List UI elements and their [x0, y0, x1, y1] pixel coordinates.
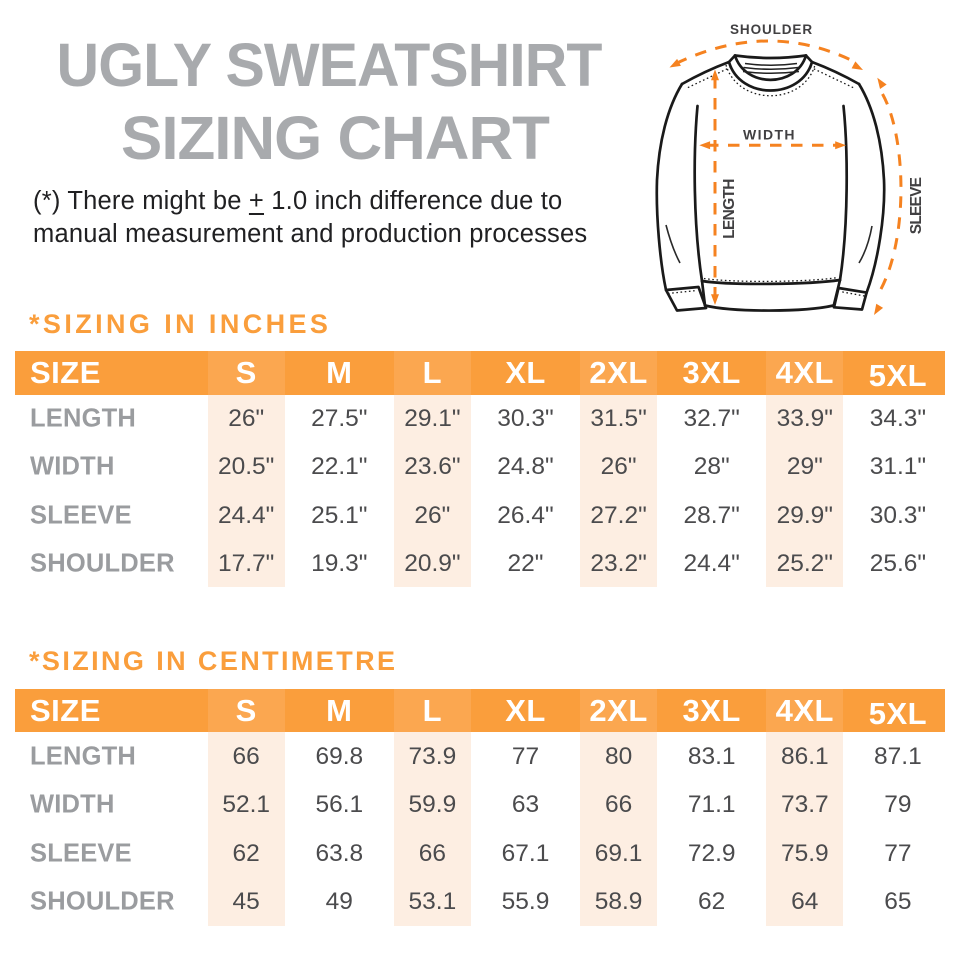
svg-text:WIDTH: WIDTH — [743, 127, 796, 143]
svg-text:SHOULDER: SHOULDER — [730, 22, 813, 37]
svg-text:SLEEVE: SLEEVE — [908, 177, 925, 234]
svg-text:LENGTH: LENGTH — [721, 179, 738, 239]
